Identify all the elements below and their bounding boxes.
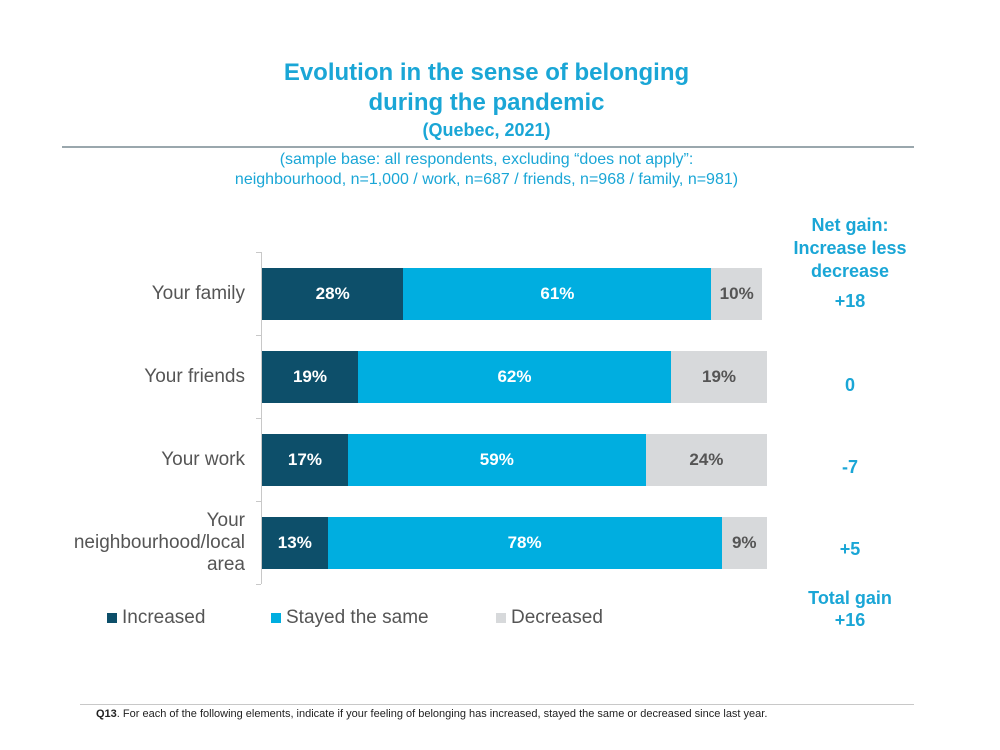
category-label-line: Your	[206, 510, 245, 531]
net-gain-value: -7	[841, 457, 858, 477]
sample-line-2: neighbourhood, n=1,000 / work, n=687 / f…	[234, 171, 739, 188]
footnote: Q13. For each of the following elements,…	[96, 708, 767, 720]
legend-item: Stayed the same	[271, 606, 429, 630]
total-gain-value: +16	[834, 610, 866, 630]
footnote-code: Q13	[96, 708, 117, 720]
data-label: 13%	[277, 533, 312, 552]
net-gain-header: Net gain: Increase less decrease	[770, 214, 930, 283]
net-gain-header-line-1: Net gain:	[811, 215, 889, 235]
data-label: 19%	[292, 367, 327, 386]
legend-label: Stayed the same	[286, 607, 429, 628]
data-label: 10%	[719, 284, 754, 303]
bar-segment-decreased	[671, 351, 767, 403]
bar-segment-increased	[262, 517, 328, 569]
net-gain-header-line-3: decrease	[810, 261, 890, 281]
axis-tick	[256, 501, 261, 502]
sample-base-note: (sample base: all respondents, excluding…	[0, 150, 973, 190]
net-gain-value: 0	[844, 375, 855, 395]
data-label: 19%	[702, 367, 737, 386]
net-gain-value: +5	[839, 539, 861, 559]
category-label-line: neighbourhood/local	[73, 532, 245, 553]
legend-label: Increased	[122, 607, 206, 628]
data-label: 78%	[507, 533, 542, 552]
chart-title: Evolution in the sense of belonging duri…	[0, 58, 973, 142]
category-label-line: Your family	[151, 283, 245, 304]
bar-segment-stayed	[327, 517, 722, 569]
data-label: 59%	[479, 450, 514, 469]
bar-segment-decreased	[721, 517, 767, 569]
axis-tick	[256, 335, 261, 336]
total-gain-label: Total gain	[808, 588, 892, 608]
category-label: Your neighbourhood/local area	[40, 510, 245, 576]
footnote-divider	[80, 704, 914, 705]
data-label: 17%	[287, 450, 322, 469]
bar-segment-decreased	[711, 268, 762, 320]
title-line-2: during the pandemic	[368, 89, 605, 116]
data-label: 28%	[315, 284, 350, 303]
legend-swatch	[496, 613, 506, 623]
category-label: Your friends	[40, 366, 245, 388]
bar-segment-increased	[262, 434, 348, 486]
title-divider	[62, 146, 914, 148]
category-label: Your family	[40, 283, 245, 305]
legend-item: Increased	[107, 606, 205, 630]
data-label: 62%	[497, 367, 532, 386]
axis-tick	[256, 584, 261, 585]
bar-segment-decreased	[645, 434, 767, 486]
net-gain-header-line-2: Increase less	[793, 238, 907, 258]
title-line-1: Evolution in the sense of belonging	[283, 59, 690, 86]
data-label: 24%	[689, 450, 724, 469]
category-label-line: Your work	[161, 449, 245, 470]
bar-segment-stayed	[347, 434, 646, 486]
data-label: 9%	[731, 533, 757, 552]
axis-tick	[256, 418, 261, 419]
category-axis	[261, 252, 262, 584]
category-label-line: area	[206, 554, 245, 575]
data-label: 61%	[540, 284, 575, 303]
title-subtitle: (Quebec, 2021)	[422, 120, 551, 140]
total-gain: Total gain +16	[770, 587, 930, 631]
footnote-text: . For each of the following elements, in…	[116, 708, 768, 720]
net-gain-value: +18	[834, 291, 866, 311]
category-label: Your work	[40, 449, 245, 471]
bar-segment-increased	[262, 351, 358, 403]
legend-swatch	[107, 613, 117, 623]
legend-label: Decreased	[511, 607, 603, 628]
category-label-line: Your friends	[144, 366, 245, 387]
legend-swatch	[271, 613, 281, 623]
bar-segment-stayed	[357, 351, 672, 403]
axis-tick	[256, 252, 261, 253]
bar-segment-increased	[262, 268, 404, 320]
sample-line-1: (sample base: all respondents, excluding…	[279, 151, 694, 168]
bar-segment-stayed	[403, 268, 712, 320]
legend-item: Decreased	[496, 606, 603, 630]
